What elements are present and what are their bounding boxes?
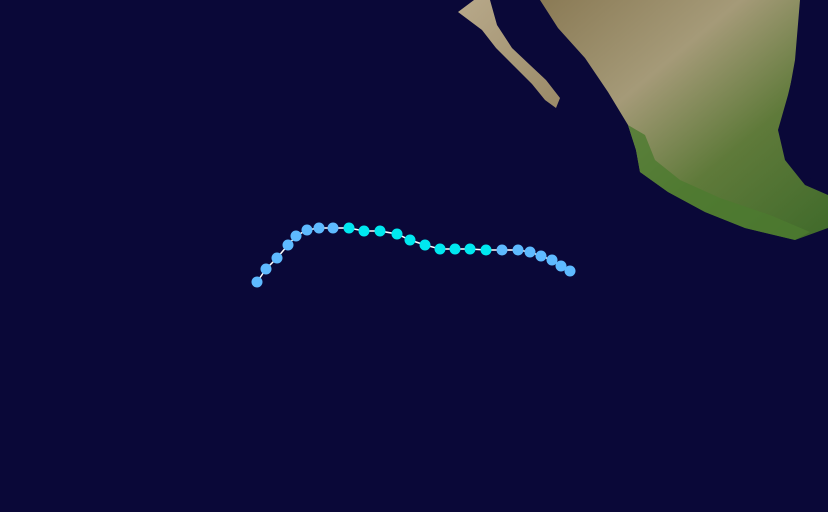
track-point xyxy=(496,244,508,256)
gulf-water xyxy=(786,0,828,180)
track-point xyxy=(290,230,302,242)
track-point xyxy=(564,265,576,277)
track-point xyxy=(464,243,476,255)
track-point xyxy=(434,243,446,255)
mainland xyxy=(540,0,828,240)
track-point xyxy=(271,252,283,264)
track-point xyxy=(419,239,431,251)
track-point xyxy=(301,224,313,236)
track-point xyxy=(391,228,403,240)
track-point xyxy=(480,244,492,256)
track-point xyxy=(546,254,558,266)
storm-track xyxy=(251,222,576,288)
track-point xyxy=(512,244,524,256)
track-point xyxy=(260,263,272,275)
baja-california xyxy=(458,0,560,108)
track-point xyxy=(282,239,294,251)
coastal-green xyxy=(628,125,810,240)
track-point xyxy=(404,234,416,246)
track-point xyxy=(251,276,263,288)
track-point xyxy=(374,225,386,237)
track-point xyxy=(313,222,325,234)
track-point xyxy=(343,222,355,234)
track-point xyxy=(449,243,461,255)
track-point xyxy=(524,246,536,258)
track-point xyxy=(555,260,567,272)
track-point xyxy=(327,222,339,234)
track-point xyxy=(358,225,370,237)
track-point xyxy=(535,250,547,262)
